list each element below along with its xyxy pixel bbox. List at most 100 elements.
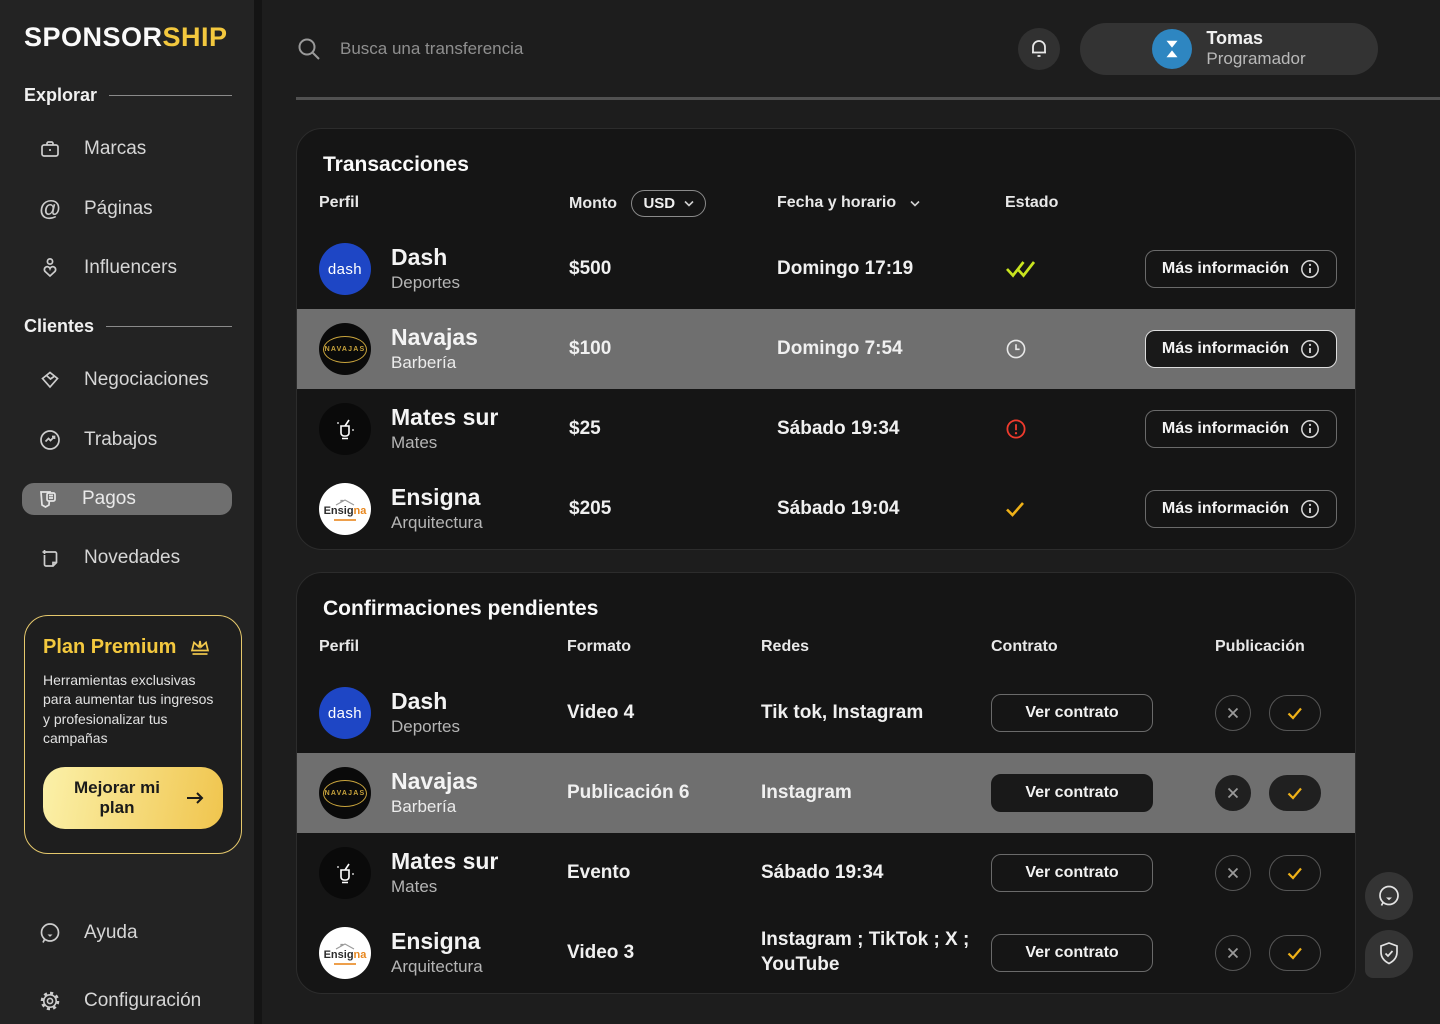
reject-publication-button[interactable] [1215,935,1251,971]
confirmations-card: Confirmaciones pendientes Perfil Formato… [296,572,1356,994]
amount-value: $25 [569,418,601,439]
user-role: Programador [1206,49,1306,69]
profile-category: Deportes [391,716,460,736]
support-chat-button[interactable] [1365,872,1413,920]
approve-publication-button[interactable] [1269,695,1321,731]
user-profile-chip[interactable]: Tomas Programador [1080,22,1378,75]
section-divider [106,326,232,328]
matesur-avatar [319,847,371,899]
view-contract-button[interactable]: Ver contrato [991,934,1153,972]
upgrade-plan-label: Mejorar mi plan [74,778,160,817]
transaction-row[interactable]: NAVAJAS Navajas Barbería $100 Domingo 7:… [297,309,1355,389]
influencer-icon [38,256,62,280]
sidebar-item-influencers[interactable]: Influencers [24,252,232,284]
profile-name: Navajas [391,324,478,351]
payments-icon [36,487,60,511]
datetime-value: Domingo 17:19 [777,258,914,279]
sidebar-item-configuracion[interactable]: Configuración [24,978,232,1024]
col-publicacion: Publicación [1215,638,1305,655]
ensigna-avatar: Ensigna [319,483,371,535]
transactions-rows: dash Dash Deportes $500 Domingo 17:19 Má… [297,229,1355,549]
help-chat-icon [38,921,62,945]
transaction-row[interactable]: Ensigna Ensigna Arquitectura $205 Sábado… [297,469,1355,549]
view-contract-button[interactable]: Ver contrato [991,854,1153,892]
approve-publication-button[interactable] [1269,775,1321,811]
sidebar: SPONSORSHIP Explorar Marcas @ Páginas In… [0,0,262,1024]
confirmations-title: Confirmaciones pendientes [323,597,599,620]
confirmations-rows: dash Dash Deportes Video 4 Tik tok, Inst… [297,673,1355,993]
confirmation-row[interactable]: dash Dash Deportes Video 4 Tik tok, Inst… [297,673,1355,753]
profile-name: Dash [391,688,448,715]
sidebar-item-pagos[interactable]: Pagos [22,482,232,516]
col-fecha[interactable]: Fecha y horario [777,194,1005,212]
sidebar-item-paginas[interactable]: @ Páginas [24,192,232,224]
datetime-value: Sábado 19:04 [777,498,900,519]
premium-plan-card: Plan Premium Herramientas exclusivas par… [24,614,242,854]
reject-publication-button[interactable] [1215,855,1251,891]
amount-value: $100 [569,338,612,359]
col-formato: Formato [567,638,631,655]
briefcase-icon [38,137,62,161]
crown-icon [188,636,212,658]
profile-category: Deportes [391,272,460,292]
profile-category: Barbería [391,796,457,816]
view-contract-button[interactable]: Ver contrato [991,694,1153,732]
transaction-row[interactable]: Mates sur Mates $25 Sábado 19:34 Más inf… [297,389,1355,469]
section-clientes: Clientes [24,316,232,337]
sidebar-footer: Ayuda Configuración [24,888,232,1024]
check-icon [1287,867,1303,880]
info-icon [1300,419,1320,439]
profile-name: Mates sur [391,404,499,431]
profile-category: Mates [391,876,438,896]
more-info-button[interactable]: Más información [1144,410,1337,448]
more-info-label: Más información [1161,500,1289,517]
section-divider [109,95,232,96]
more-info-button[interactable]: Más información [1144,250,1337,288]
sidebar-item-label: Marcas [84,138,147,160]
reject-publication-button[interactable] [1215,775,1251,811]
view-contract-label: Ver contrato [1025,864,1119,881]
approve-publication-button[interactable] [1269,935,1321,971]
bell-icon [1028,37,1050,61]
col-perfil: Perfil [319,194,360,211]
confirmation-row[interactable]: Ensigna Ensigna Arquitectura Video 3 Ins… [297,913,1355,993]
mate-cup-icon [337,419,354,440]
confirmation-row[interactable]: NAVAJAS Navajas Barbería Publicación 6 I… [297,753,1355,833]
transaction-row[interactable]: dash Dash Deportes $500 Domingo 17:19 Má… [297,229,1355,309]
info-icon [1300,259,1320,279]
navajas-avatar: NAVAJAS [319,767,371,819]
sidebar-item-ayuda[interactable]: Ayuda [24,910,232,956]
currency-select[interactable]: USD [631,189,707,217]
col-monto: Monto USD [569,189,777,217]
view-contract-button[interactable]: Ver contrato [991,774,1153,812]
networks-value: Instagram [761,781,852,803]
amount-value: $500 [569,258,612,279]
sidebar-item-trabajos[interactable]: Trabajos [24,424,232,456]
sidebar-item-negociaciones[interactable]: Negociaciones [24,364,232,396]
double-check-icon [1005,259,1036,279]
more-info-button[interactable]: Más información [1144,330,1337,368]
chevron-down-icon [684,200,694,207]
view-contract-label: Ver contrato [1025,944,1119,961]
more-info-label: Más información [1161,260,1289,277]
profile-category: Arquitectura [391,512,483,532]
profile-category: Barbería [391,352,457,372]
handshake-icon [38,368,62,392]
approve-publication-button[interactable] [1269,855,1321,891]
mate-cup-icon [337,863,354,884]
sidebar-item-marcas[interactable]: Marcas [24,133,232,165]
more-info-button[interactable]: Más información [1144,490,1337,528]
user-name: Tomas [1206,28,1264,49]
main-area: Tomas Programador Transacciones Perfil M… [262,0,1440,1024]
profile-category: Mates [391,432,438,452]
search-icon [296,36,322,62]
reject-publication-button[interactable] [1215,695,1251,731]
security-shield-button[interactable] [1365,930,1413,978]
confirmation-row[interactable]: Mates sur Mates Evento Sábado 19:34 Ver … [297,833,1355,913]
notifications-button[interactable] [1018,27,1060,70]
search-input[interactable] [340,38,760,59]
upgrade-plan-button[interactable]: Mejorar mi plan [43,767,223,829]
sidebar-item-label: Configuración [84,990,202,1011]
sidebar-item-novedades[interactable]: Novedades [24,542,232,574]
alert-icon [1005,418,1027,440]
